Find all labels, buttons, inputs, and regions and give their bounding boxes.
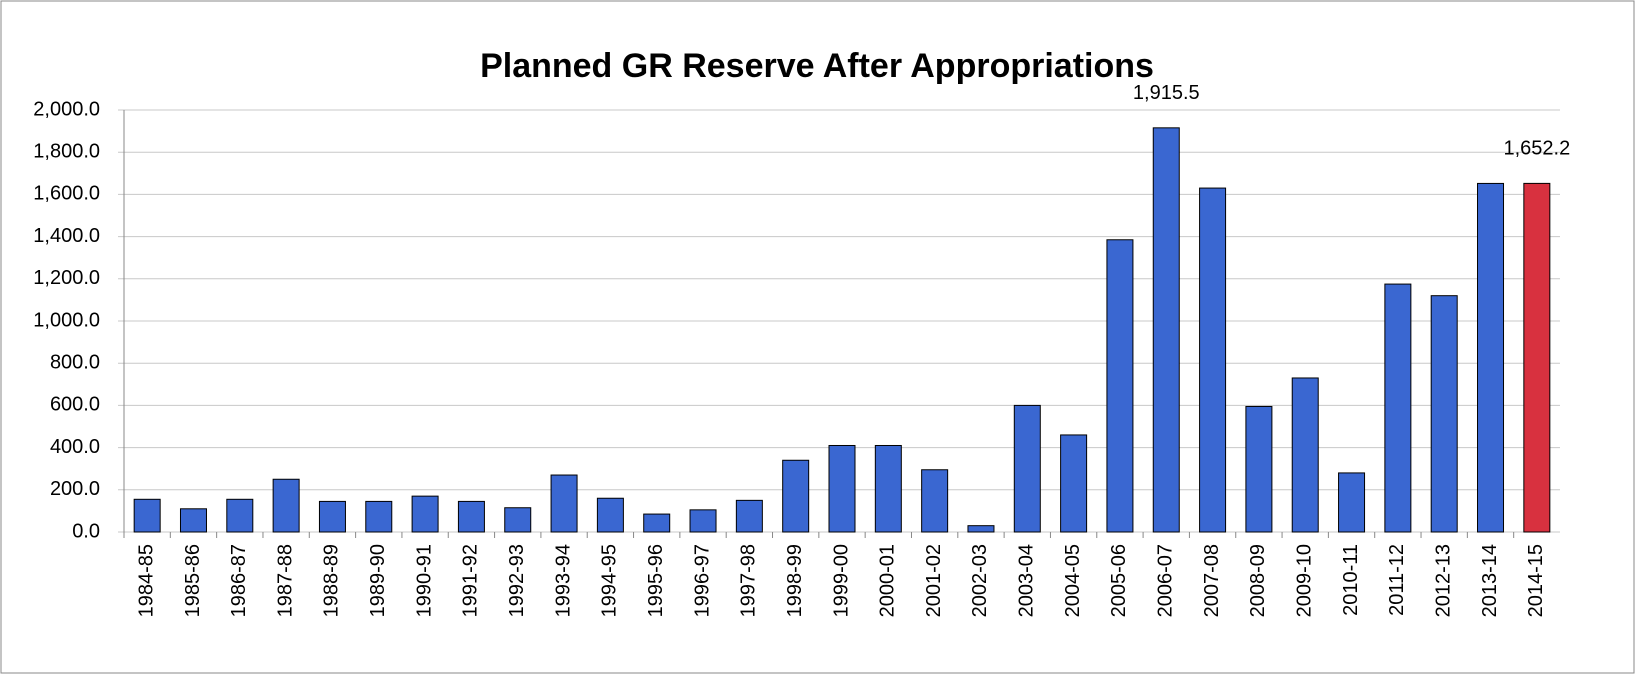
bar xyxy=(365,500,393,533)
bar xyxy=(1199,187,1227,533)
y-tick-label: 400.0 xyxy=(50,436,100,458)
bar xyxy=(689,509,717,533)
x-tick-label: 2014-15 xyxy=(1525,544,1547,617)
y-tick-label: 1,600.0 xyxy=(33,183,100,205)
y-tick-label: 800.0 xyxy=(50,351,100,373)
x-tick-label: 1996-97 xyxy=(691,544,713,617)
bar xyxy=(133,498,161,533)
x-tick-label: 2005-06 xyxy=(1108,544,1130,617)
y-tick-label: 1,200.0 xyxy=(33,267,100,289)
x-tick-label: 1992-93 xyxy=(506,544,528,617)
y-tick-label: 600.0 xyxy=(50,394,100,416)
bar xyxy=(1338,472,1366,533)
x-tick-label: 1984-85 xyxy=(135,544,157,617)
x-tick-label: 1990-91 xyxy=(413,544,435,617)
data-label: 1,652.2 xyxy=(1503,138,1570,160)
x-tick-label: 2000-01 xyxy=(877,544,899,617)
x-tick-label: 1986-87 xyxy=(228,544,250,617)
x-tick-label: 1993-94 xyxy=(552,544,574,617)
bar xyxy=(1152,127,1180,533)
bar xyxy=(874,444,902,533)
x-tick-label: 2002-03 xyxy=(969,544,991,617)
x-tick-label: 2008-09 xyxy=(1247,544,1269,617)
x-tick-label: 2006-07 xyxy=(1155,544,1177,617)
bar xyxy=(967,525,995,533)
bar xyxy=(735,499,763,533)
x-tick-label: 1997-98 xyxy=(738,544,760,617)
x-tick-label: 2011-12 xyxy=(1386,544,1408,616)
x-tick-label: 1989-90 xyxy=(367,544,389,617)
x-tick-label: 1987-88 xyxy=(274,544,296,617)
bar xyxy=(921,469,949,533)
x-tick-label: 2012-13 xyxy=(1432,544,1454,617)
x-tick-label: 2001-02 xyxy=(923,544,945,617)
bar xyxy=(782,459,810,533)
bar xyxy=(504,507,532,533)
bar xyxy=(1523,182,1551,533)
data-label: 1,915.5 xyxy=(1133,82,1200,104)
y-tick-label: 200.0 xyxy=(50,478,100,500)
x-tick-label: 1988-89 xyxy=(321,544,343,617)
y-tick-label: 1,800.0 xyxy=(33,140,100,162)
x-tick-label: 1998-99 xyxy=(784,544,806,617)
bar xyxy=(272,478,300,533)
bar xyxy=(1477,182,1505,533)
bar xyxy=(1291,377,1319,533)
bar xyxy=(411,495,439,533)
x-tick-label: 1994-95 xyxy=(599,544,621,617)
bar xyxy=(1430,295,1458,533)
x-tick-label: 2010-11 xyxy=(1340,544,1362,616)
y-tick-label: 1,000.0 xyxy=(33,309,100,331)
x-tick-label: 2013-14 xyxy=(1479,544,1501,617)
bar xyxy=(179,508,207,533)
x-tick-label: 2007-08 xyxy=(1201,544,1223,617)
x-tick-label: 1995-96 xyxy=(645,544,667,617)
y-tick-label: 0.0 xyxy=(72,520,100,542)
bar xyxy=(643,513,671,533)
x-tick-label: 1985-86 xyxy=(182,544,204,617)
bar xyxy=(457,500,485,533)
bar xyxy=(226,498,254,533)
bar xyxy=(550,474,578,533)
bar xyxy=(1060,434,1088,533)
bar xyxy=(596,497,624,533)
chart-title: Planned GR Reserve After Appropriations xyxy=(480,47,1154,85)
x-tick-label: 2003-04 xyxy=(1016,544,1038,617)
y-tick-label: 1,400.0 xyxy=(33,225,100,247)
bar xyxy=(828,444,856,533)
x-tick-label: 2009-10 xyxy=(1294,544,1316,617)
bar xyxy=(1013,404,1041,533)
bar xyxy=(318,500,346,533)
bar xyxy=(1384,283,1412,533)
x-tick-label: 1991-92 xyxy=(460,544,482,617)
x-tick-label: 2004-05 xyxy=(1062,544,1084,617)
bar xyxy=(1106,239,1134,533)
y-tick-label: 2,000.0 xyxy=(33,98,100,120)
x-tick-label: 1999-00 xyxy=(830,544,852,617)
bar xyxy=(1245,405,1273,533)
